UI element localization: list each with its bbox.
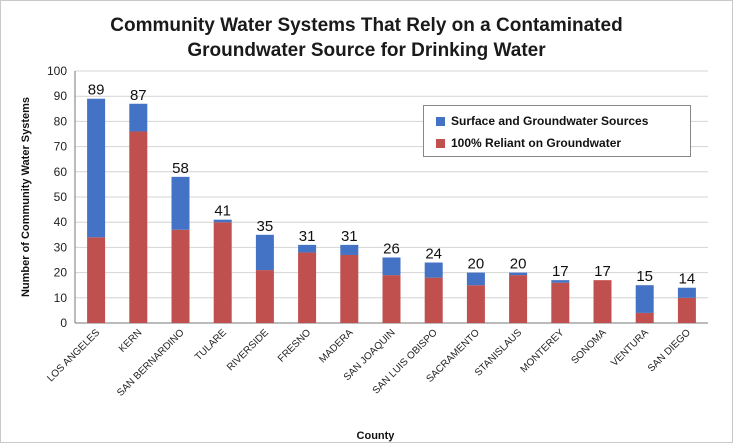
y-tick-label-30: 30: [54, 240, 68, 254]
data-label-riverside: 35: [257, 218, 274, 235]
x-tick-label-san-diego: SAN DIEGO: [646, 327, 693, 374]
data-label-sacramento: 20: [468, 256, 485, 273]
data-label-ventura: 15: [636, 268, 653, 285]
legend: Surface and Groundwater Sources 100% Rel…: [423, 105, 691, 157]
bar-groundwater-monterey: [551, 282, 570, 323]
bar-surface-groundwater-san-luis-obispo: [424, 262, 443, 278]
y-axis-title: Number of Community Water Systems: [20, 97, 32, 297]
x-tick-label-ventura: VENTURA: [609, 327, 651, 369]
bar-groundwater-madera: [340, 254, 359, 323]
bar-surface-groundwater-san-diego: [677, 287, 696, 298]
data-label-san-luis-obispo: 24: [425, 246, 442, 263]
y-tick-label-10: 10: [54, 291, 68, 305]
bar-surface-groundwater-madera: [340, 244, 359, 255]
data-label-san-diego: 14: [679, 271, 696, 288]
x-tick-label-kern: KERN: [117, 327, 144, 354]
bar-groundwater-kern: [129, 131, 148, 323]
legend-label-surface-groundwater: Surface and Groundwater Sources: [451, 114, 649, 128]
data-label-los-angeles: 89: [88, 82, 105, 99]
x-tick-label-monterey: MONTEREY: [519, 327, 567, 375]
data-label-san-joaquin: 26: [383, 240, 400, 257]
y-tick-label-50: 50: [54, 190, 68, 204]
x-tick-label-tulare: TULARE: [193, 327, 229, 363]
x-axis-title: County: [357, 430, 396, 442]
legend-item-groundwater-only: 100% Reliant on Groundwater: [436, 136, 621, 150]
y-tick-label-20: 20: [54, 266, 68, 280]
bar-surface-groundwater-fresno: [298, 244, 317, 253]
data-label-tulare: 41: [214, 203, 231, 220]
bar-groundwater-san-joaquin: [382, 275, 401, 323]
bar-surface-groundwater-stanislaus: [509, 272, 528, 276]
x-tick-label-madera: MADERA: [317, 327, 355, 365]
bar-surface-groundwater-riverside: [255, 234, 274, 271]
x-tick-label-sonoma: SONOMA: [569, 327, 608, 366]
x-tick-label-riverside: RIVERSIDE: [225, 327, 271, 373]
bar-surface-groundwater-kern: [129, 103, 148, 132]
x-tick-label-los-angeles: LOS ANGELES: [45, 327, 102, 384]
chart-title-line-1: Community Water Systems That Rely on a C…: [110, 15, 623, 36]
bar-surface-groundwater-monterey: [551, 280, 570, 283]
bar-groundwater-stanislaus: [509, 275, 528, 323]
y-tick-label-70: 70: [54, 140, 68, 154]
bar-groundwater-los-angeles: [87, 237, 106, 323]
x-tick-label-fresno: FRESNO: [276, 327, 313, 364]
legend-label-groundwater-only: 100% Reliant on Groundwater: [451, 136, 622, 150]
bar-groundwater-san-diego: [677, 297, 696, 323]
data-label-fresno: 31: [299, 228, 316, 245]
bar-groundwater-sonoma: [593, 280, 612, 323]
legend-item-surface-groundwater: Surface and Groundwater Sources: [436, 114, 648, 128]
chart-title-line-2: Groundwater Source for Drinking Water: [187, 40, 546, 61]
bar-surface-groundwater-ventura: [635, 285, 654, 313]
y-tick-label-60: 60: [54, 165, 68, 179]
data-label-monterey: 17: [552, 263, 569, 280]
legend-swatch-red: [436, 138, 445, 148]
bar-surface-groundwater-tulare: [213, 219, 232, 223]
bar-groundwater-tulare: [213, 222, 232, 323]
bar-groundwater-ventura: [635, 312, 654, 323]
y-tick-label-0: 0: [60, 316, 67, 330]
data-label-stanislaus: 20: [510, 256, 527, 273]
bar-surface-groundwater-los-angeles: [87, 98, 106, 238]
bar-groundwater-fresno: [298, 252, 317, 323]
data-label-sonoma: 17: [594, 263, 611, 280]
bar-surface-groundwater-san-joaquin: [382, 257, 401, 276]
data-label-san-bernardino: 58: [172, 160, 189, 177]
y-tick-label-90: 90: [54, 89, 68, 103]
bar-groundwater-riverside: [255, 270, 274, 323]
y-tick-label-80: 80: [54, 114, 68, 128]
bar-groundwater-san-luis-obispo: [424, 277, 443, 323]
y-tick-label-40: 40: [54, 215, 68, 229]
bar-groundwater-sacramento: [466, 285, 485, 323]
y-tick-label-100: 100: [47, 64, 67, 78]
bar-surface-groundwater-sacramento: [466, 272, 485, 286]
data-label-kern: 87: [130, 87, 147, 104]
bar-surface-groundwater-san-bernardino: [171, 176, 190, 230]
bar-groundwater-san-bernardino: [171, 229, 190, 323]
chart-title: Community Water Systems That Rely on a C…: [1, 13, 732, 63]
legend-swatch-blue: [436, 116, 445, 126]
data-label-madera: 31: [341, 228, 358, 245]
